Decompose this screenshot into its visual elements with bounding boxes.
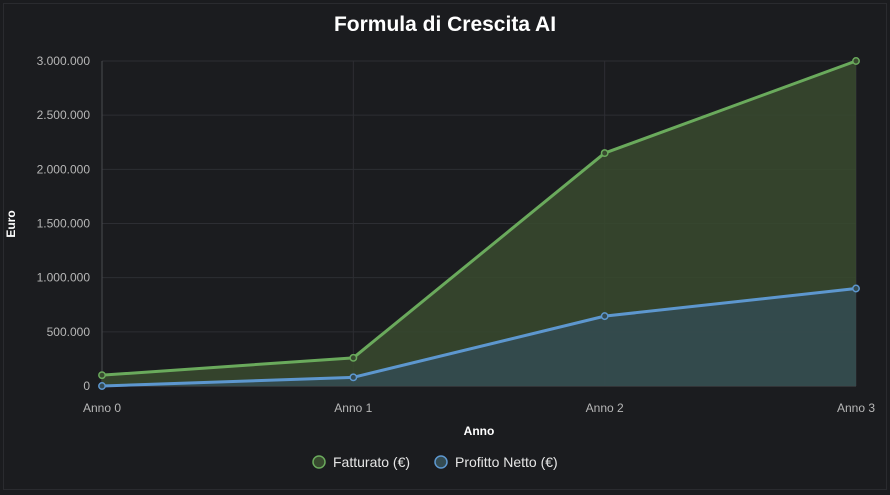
series-area-1 (102, 288, 856, 386)
y-tick-label: 500.000 (47, 325, 91, 339)
x-tick-label: Anno 0 (83, 401, 121, 415)
data-point-s1-3 (852, 284, 860, 293)
y-tick-label: 0 (83, 379, 90, 393)
legend-label-fatturato: Fatturato (€) (333, 454, 410, 470)
y-axis-ticks: 0 500.000 1.000.000 1.500.000 2.000.000 2.500… (37, 54, 91, 393)
series-lines (101, 59, 857, 388)
data-point-s1-1 (349, 373, 358, 382)
x-tick-label: Anno 3 (837, 401, 875, 415)
data-point-s0-1 (349, 353, 358, 362)
y-tick-label: 1.000.000 (37, 271, 91, 285)
series-line-1 (101, 287, 857, 388)
y-tick-label: 2.500.000 (37, 108, 91, 122)
data-point-s0-2 (600, 149, 609, 158)
legend-swatch-profitto-netto (434, 455, 448, 469)
x-axis-label: Anno (464, 424, 495, 438)
y-axis-label: Euro (4, 210, 18, 237)
y-tick-label: 2.000.000 (37, 162, 91, 176)
legend-label-profitto-netto: Profitto Netto (€) (455, 454, 558, 470)
series-area-0 (102, 61, 856, 386)
data-point-s1-0 (98, 382, 106, 390)
series-points (98, 57, 860, 390)
y-tick-label: 3.000.000 (37, 54, 91, 68)
series-areas (102, 61, 856, 386)
x-tick-label: Anno 1 (334, 401, 372, 415)
data-point-s0-0 (98, 371, 106, 380)
x-axis-ticks: Anno 0 Anno 1 Anno 2 Anno 3 (83, 401, 875, 415)
legend: Fatturato (€) Profitto Netto (€) (312, 454, 558, 470)
data-point-s1-2 (600, 312, 609, 321)
chart-title: Formula di Crescita AI (334, 13, 556, 36)
y-tick-label: 1.500.000 (37, 217, 91, 231)
x-tick-label: Anno 2 (586, 401, 624, 415)
data-point-s0-3 (852, 57, 860, 65)
legend-item-profitto-netto[interactable]: Profitto Netto (€) (434, 454, 558, 470)
legend-swatch-fatturato (312, 455, 326, 469)
legend-item-fatturato[interactable]: Fatturato (€) (312, 454, 410, 470)
series-line-0 (101, 59, 857, 377)
